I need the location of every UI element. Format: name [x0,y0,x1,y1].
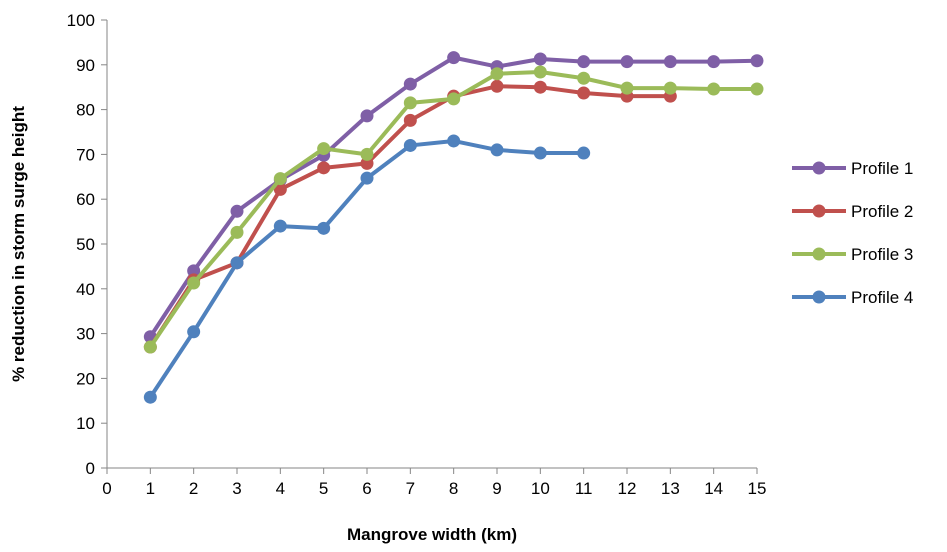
data-point [707,82,721,96]
data-point [490,79,504,93]
x-tick-label: 15 [748,479,767,498]
data-point [403,138,417,152]
series-4 [143,134,591,404]
data-point [663,81,677,95]
data-point [620,55,634,69]
plot-area [143,51,764,404]
data-point [533,146,547,160]
data-point [750,82,764,96]
y-tick-label: 40 [76,280,95,299]
data-point [533,80,547,94]
y-tick-label: 90 [76,56,95,75]
data-point [490,67,504,81]
x-tick-label: 2 [189,479,198,498]
x-tick-label: 7 [406,479,415,498]
x-axis-title: Mangrove width (km) [347,525,517,544]
data-point [143,390,157,404]
data-point [663,55,677,69]
data-point [273,182,287,196]
data-point [187,325,201,339]
data-point [360,171,374,185]
x-tick-label: 10 [531,479,550,498]
y-tick-label: 80 [76,101,95,120]
data-point [533,65,547,79]
x-tick-label: 1 [146,479,155,498]
legend-item: Profile 1 [792,159,913,178]
data-point [577,55,591,69]
data-point [533,52,547,66]
data-point [360,156,374,170]
x-tick-label: 9 [492,479,501,498]
x-tick-label: 4 [276,479,285,498]
data-point [230,204,244,218]
data-point [447,51,461,65]
data-point [273,219,287,233]
x-tick-label: 14 [704,479,723,498]
x-tick-label: 6 [362,479,371,498]
y-tick-label: 100 [67,11,95,30]
x-tick-label: 13 [661,479,680,498]
data-point [490,143,504,157]
x-tick-label: 5 [319,479,328,498]
data-point [360,109,374,123]
data-point [317,142,331,156]
y-tick-label: 30 [76,325,95,344]
y-tick-label: 50 [76,235,95,254]
legend-label: Profile 2 [851,202,913,221]
data-point [403,96,417,110]
data-point [577,86,591,100]
y-tick-label: 60 [76,190,95,209]
data-point [403,77,417,91]
series-2 [143,79,677,354]
data-point [707,55,721,69]
legend: Profile 1 Profile 2 Profile 3 Profile 4 [792,159,913,307]
legend-label: Profile 1 [851,159,913,178]
data-point [620,81,634,95]
data-point [187,264,201,278]
legend-marker [812,204,826,218]
data-point [403,113,417,127]
x-tick-label: 12 [618,479,637,498]
data-point [317,161,331,175]
legend-item: Profile 2 [792,202,913,221]
y-tick-label: 10 [76,414,95,433]
x-tick-label: 0 [102,479,111,498]
legend-marker [812,161,826,175]
data-point [230,225,244,239]
data-point [447,92,461,106]
x-tick-label: 3 [232,479,241,498]
y-tick-label: 70 [76,145,95,164]
series-3 [143,65,764,354]
data-point [577,146,591,160]
data-point [750,54,764,68]
legend-label: Profile 4 [851,288,913,307]
legend-marker [812,247,826,261]
data-point [447,134,461,148]
data-point [360,147,374,161]
data-point [230,256,244,270]
y-tick-label: 0 [86,459,95,478]
data-point [273,172,287,186]
y-tick-label: 20 [76,369,95,388]
legend-item: Profile 3 [792,245,913,264]
legend-label: Profile 3 [851,245,913,264]
data-point [317,221,331,235]
legend-marker [812,290,826,304]
x-tick-label: 8 [449,479,458,498]
data-point [187,276,201,290]
data-point [143,340,157,354]
y-axis-title: % reduction in storm surge height [9,106,28,382]
legend-item: Profile 4 [792,288,913,307]
x-tick-label: 11 [575,479,593,498]
series-1 [143,51,764,344]
data-point [577,71,591,85]
